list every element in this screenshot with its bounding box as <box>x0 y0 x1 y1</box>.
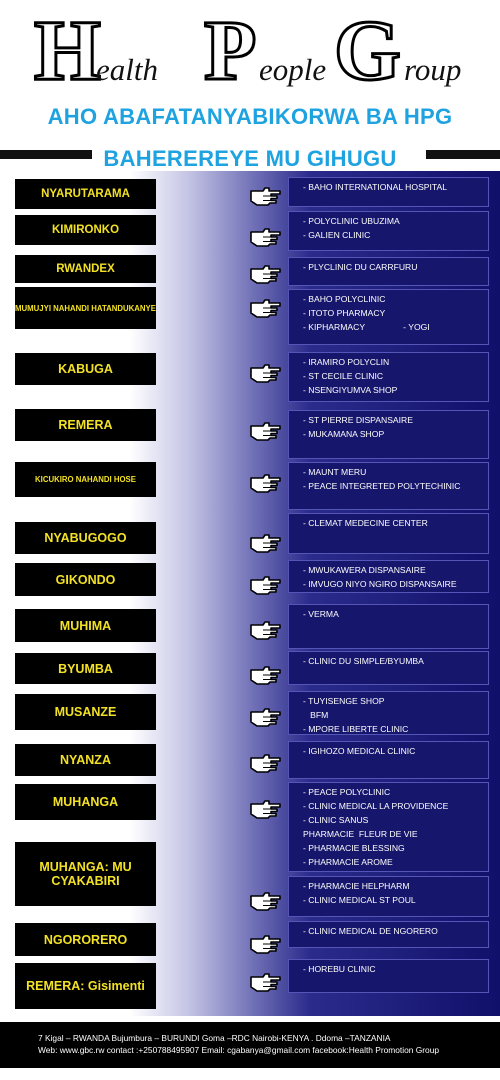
location-label: REMERA: Gisimenti <box>15 963 156 1009</box>
pointing-hand-icon <box>249 185 283 207</box>
pointing-hand-icon <box>249 752 283 774</box>
pointing-hand-icon <box>249 362 283 384</box>
location-name: NYARUTARAMA <box>41 188 130 200</box>
logo-word-eople: eople <box>259 52 327 87</box>
pointing-hand-icon <box>249 532 283 554</box>
location-name: KIMIRONKO <box>51 224 120 236</box>
header-line-1: AHO ABAFATANYABIKORWA BA HPG <box>47 104 453 129</box>
partner-list: - ST PIERRE DISPANSAIRE - MUKAMANA SHOP <box>288 410 489 459</box>
location-name: BYUMBA <box>58 661 113 676</box>
pointing-hand-icon <box>249 706 283 728</box>
location-name: MUSANZE <box>54 705 117 719</box>
header-rule-right <box>426 150 500 159</box>
footer-offices: 7 Kigal – RWANDA Bujumbura – BURUNDI Gom… <box>38 1033 391 1043</box>
location-name: RWANDEX <box>56 263 115 275</box>
location-label: NYANZA <box>15 744 156 776</box>
partner-list: - CLEMAT MEDECINE CENTER <box>288 513 489 554</box>
pointing-hand-icon <box>249 297 283 319</box>
header-rule-left <box>0 150 92 159</box>
location-label: REMERA <box>15 409 156 441</box>
location-label: MUMUJYI NAHANDI HATANDUKANYE <box>15 287 156 329</box>
partner-list: - HOREBU CLINIC <box>288 959 489 993</box>
pointing-hand-icon <box>249 798 283 820</box>
logo-word-ealth: ealth <box>96 52 158 87</box>
pointing-hand-icon <box>249 971 283 993</box>
pointing-hand-icon <box>249 226 283 248</box>
partner-list: - VERMA <box>288 604 489 649</box>
location-name: MUHANGA <box>52 795 119 809</box>
partner-list: - PEACE POLYCLINIC - CLINIC MEDICAL LA P… <box>288 782 489 872</box>
location-label: MUHANGA: MU CYAKABIRI <box>15 842 156 906</box>
logo-word-roup: roup <box>404 52 462 87</box>
location-label: NYABUGOGO <box>15 522 156 554</box>
logo: H ealth P eople G roup <box>33 2 474 98</box>
partner-list: - IRAMIRO POLYCLIN - ST CECILE CLINIC - … <box>288 352 489 402</box>
location-label: KICUKIRO NAHANDI HOSE <box>15 462 156 497</box>
location-label: MUHANGA <box>15 784 156 820</box>
location-label: MUSANZE <box>15 694 156 730</box>
pointing-hand-icon <box>249 574 283 596</box>
pointing-hand-icon <box>249 890 283 912</box>
location-name: NGORORERO <box>43 932 128 947</box>
pointing-hand-icon <box>249 263 283 285</box>
partner-list: - IGIHOZO MEDICAL CLINIC <box>288 741 489 779</box>
pointing-hand-icon <box>249 619 283 641</box>
partner-list: - BAHO POLYCLINIC - ITOTO PHARMACY - KIP… <box>288 289 489 345</box>
partner-list: - BAHO INTERNATIONAL HOSPITAL <box>288 177 489 207</box>
location-label: GIKONDO <box>15 563 156 596</box>
partner-list: - CLINIC MEDICAL DE NGORERO <box>288 921 489 948</box>
location-label: RWANDEX <box>15 255 156 283</box>
partner-list: - CLINIC DU SIMPLE/BYUMBA <box>288 651 489 685</box>
partner-list: - PLYCLINIC DU CARRFURU <box>288 257 489 286</box>
location-name: NYANZA <box>60 753 111 767</box>
location-label: BYUMBA <box>15 653 156 684</box>
logo-letter-g: G <box>333 2 403 98</box>
pointing-hand-icon <box>249 472 283 494</box>
partner-list: - MAUNT MERU - PEACE INTEGRETED POLYTECH… <box>288 462 489 510</box>
location-label: KIMIRONKO <box>15 215 156 245</box>
header-line-2: BAHEREREYE MU GIHUGU <box>103 146 397 171</box>
location-name: MUHANGA: MU CYAKABIRI <box>39 860 132 888</box>
location-name: REMERA: Gisimenti <box>26 979 145 993</box>
footer-contacts: Web: www.gbc.rw contact :+250788495907 E… <box>38 1045 440 1055</box>
pointing-hand-icon <box>249 420 283 442</box>
footer: 7 Kigal – RWANDA Bujumbura – BURUNDI Gom… <box>0 1022 500 1068</box>
logo-letter-p: P <box>203 2 259 98</box>
location-name: NYABUGOGO <box>44 531 127 545</box>
location-label: MUHIMA <box>15 609 156 642</box>
location-label: KABUGA <box>15 353 156 385</box>
location-label: NGORORERO <box>15 923 156 956</box>
location-label: NYARUTARAMA <box>15 179 156 209</box>
partner-list: - TUYISENGE SHOP BFM - MPORE LIBERTE CLI… <box>288 691 489 735</box>
location-name: REMERA <box>58 418 113 432</box>
location-name: MUMUJYI NAHANDI HATANDUKANYE <box>15 303 156 313</box>
bottom-strip <box>0 1068 500 1080</box>
partner-list: - PHARMACIE HELPHARM - CLINIC MEDICAL ST… <box>288 876 489 917</box>
partner-list: - POLYCLINIC UBUZIMA - GALIEN CLINIC <box>288 211 489 251</box>
pointing-hand-icon <box>249 933 283 955</box>
location-name: KABUGA <box>58 362 113 376</box>
location-name: KICUKIRO NAHANDI HOSE <box>35 475 136 484</box>
logo-letter-h: H <box>33 2 103 98</box>
pointing-hand-icon <box>249 664 283 686</box>
location-name: MUHIMA <box>59 618 112 633</box>
location-name: GIKONDO <box>55 572 116 587</box>
partner-list: - MWUKAWERA DISPANSAIRE - IMVUGO NIYO NG… <box>288 560 489 593</box>
